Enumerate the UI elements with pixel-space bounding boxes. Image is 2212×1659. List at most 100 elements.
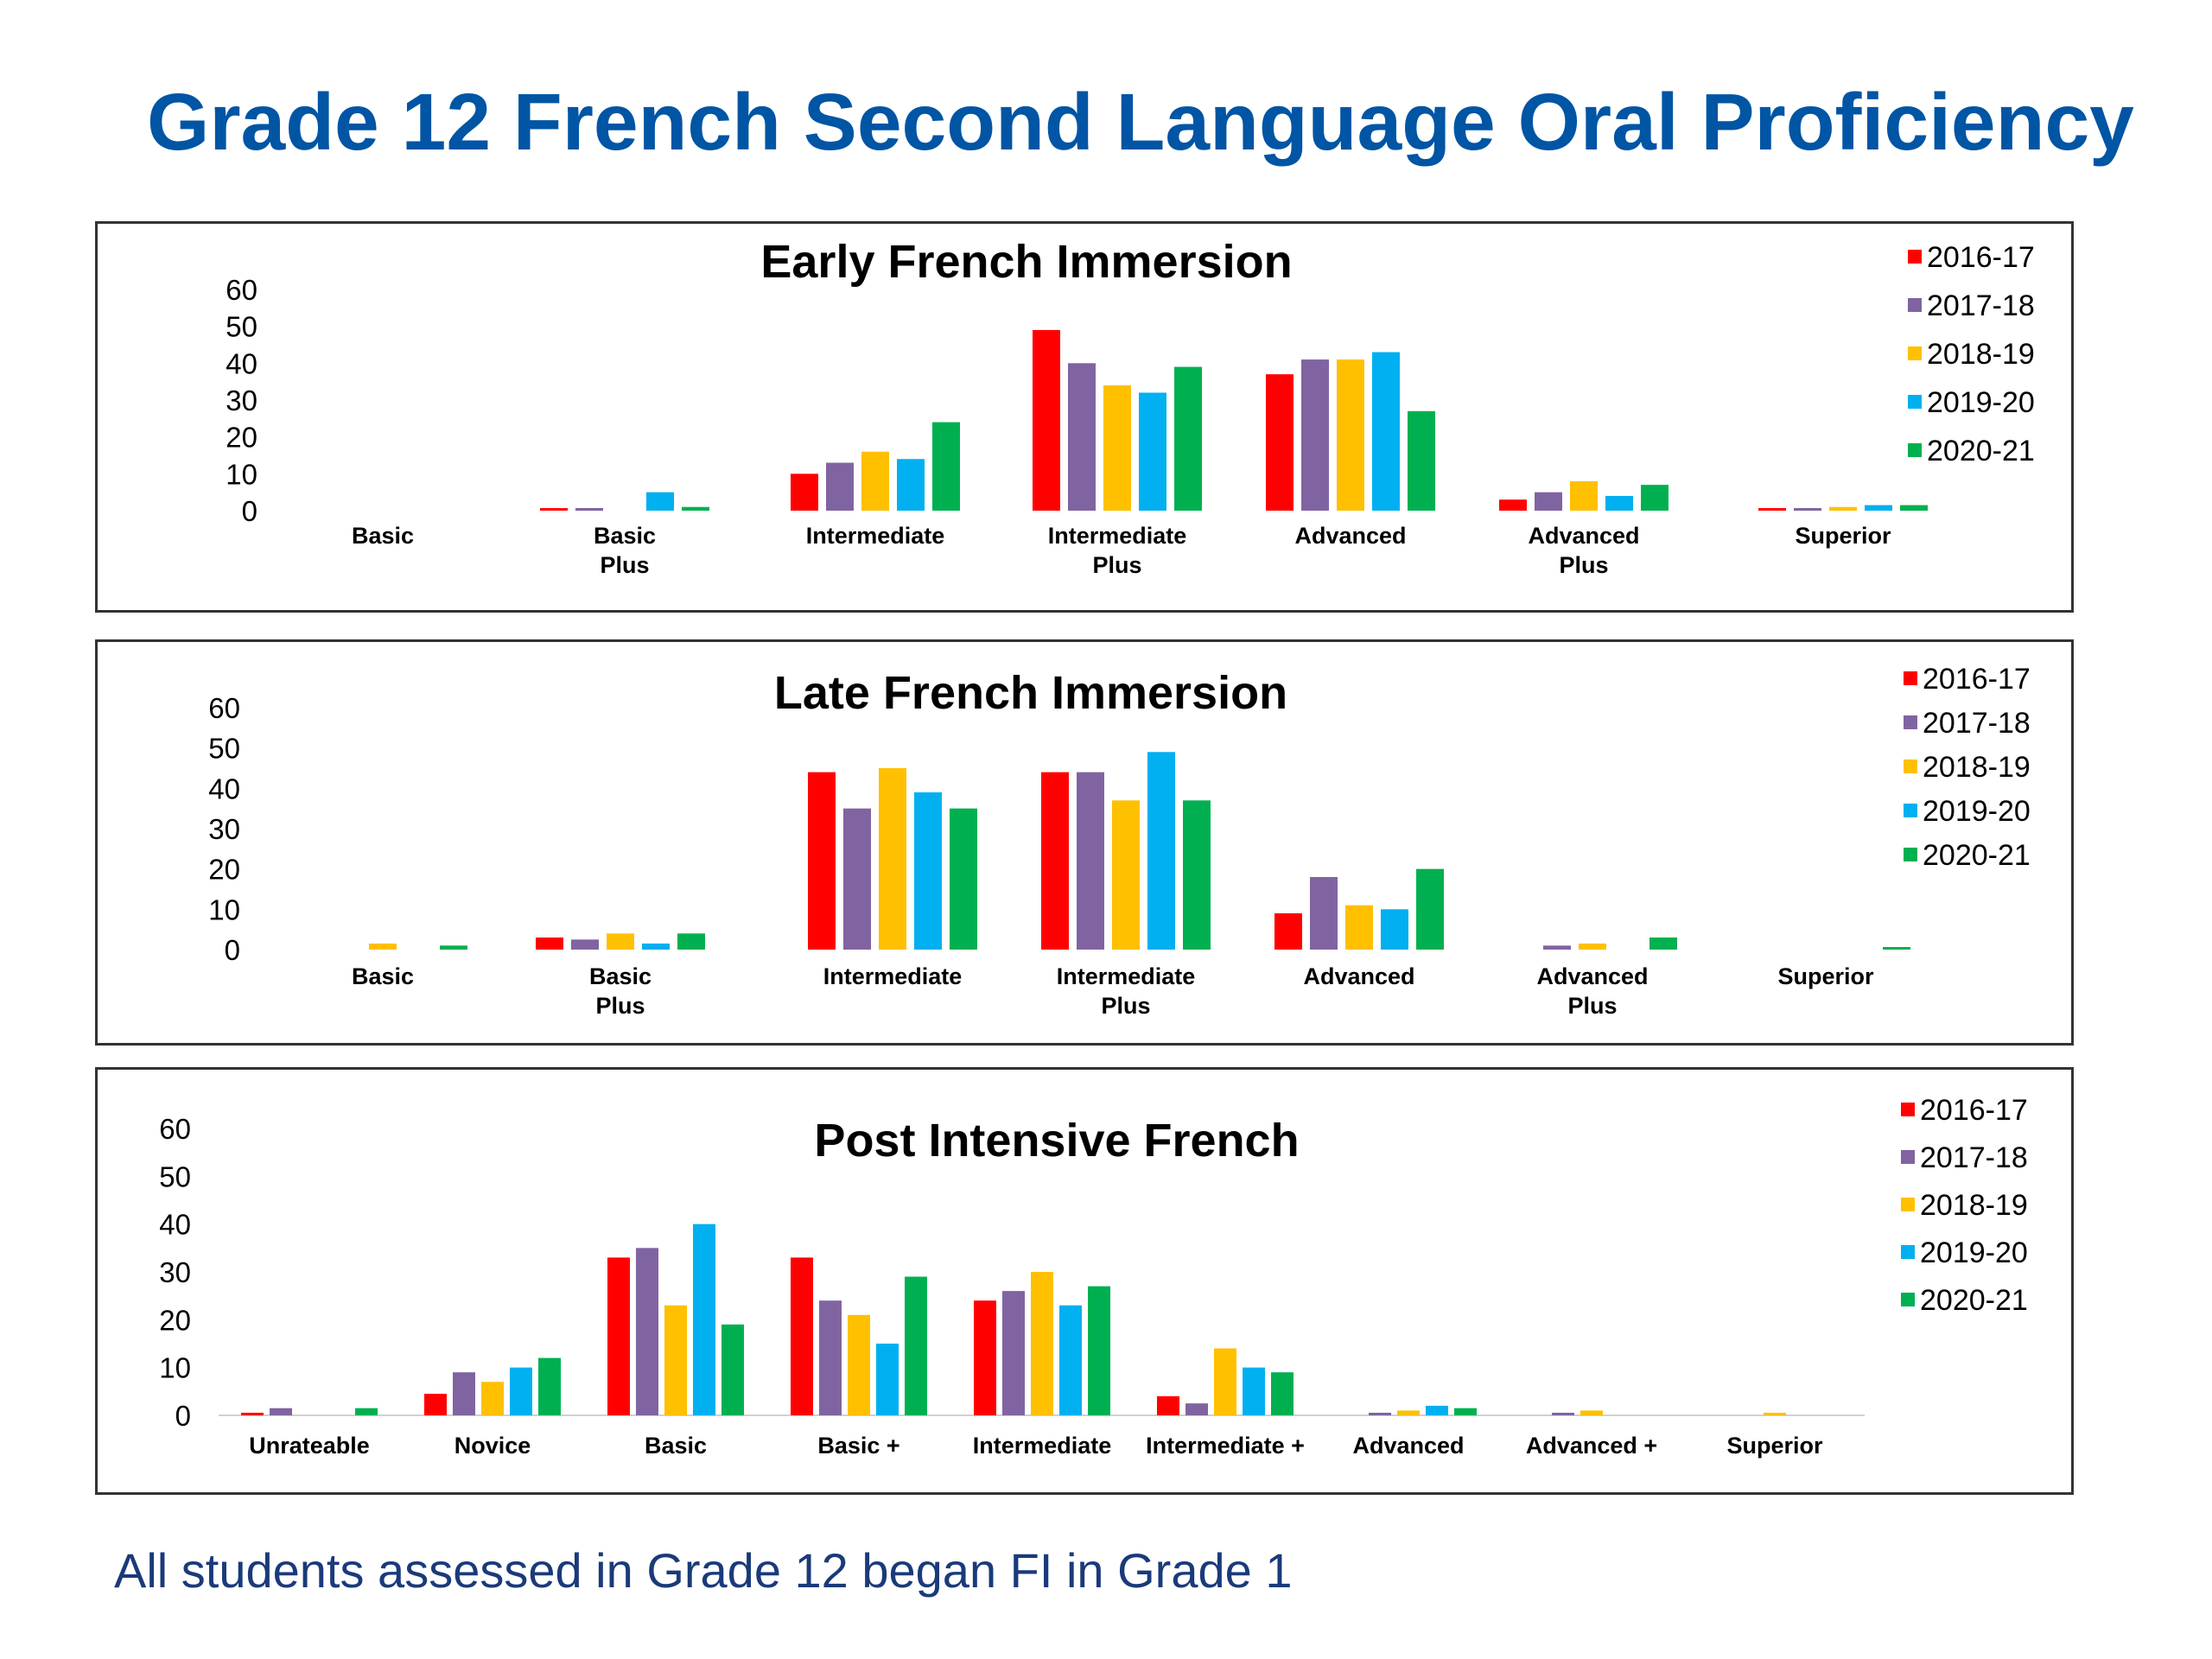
legend-swatch-2019-20 bbox=[1904, 804, 1917, 817]
bar-2018-19-intermediate-plus bbox=[1103, 385, 1131, 511]
x-category-label: Basic bbox=[589, 963, 652, 989]
legend-label-2017-18: 2017-18 bbox=[1920, 1141, 2028, 1174]
bar-2020-21-superior bbox=[1900, 505, 1928, 511]
x-category-label: Plus bbox=[1559, 552, 1608, 578]
bar-2017-18-basic bbox=[636, 1248, 658, 1415]
bar-2018-19-advanced bbox=[1580, 1410, 1603, 1415]
bar-2020-21-intermediate-plus bbox=[1174, 366, 1202, 511]
bar-2018-19-intermediate bbox=[1214, 1348, 1236, 1415]
y-tick-label: 60 bbox=[159, 1113, 191, 1145]
bar-2018-19-basic bbox=[664, 1305, 687, 1415]
legend-label-2017-18: 2017-18 bbox=[1927, 289, 2035, 322]
x-category-label: Plus bbox=[1567, 993, 1617, 1019]
legend-label-2020-21: 2020-21 bbox=[1923, 839, 2031, 872]
y-tick-label: 0 bbox=[225, 934, 240, 966]
bar-2019-20-advanced bbox=[1426, 1405, 1448, 1415]
bar-2016-17-unrateable bbox=[241, 1413, 264, 1415]
x-category-label: Superior bbox=[1795, 523, 1891, 549]
chart-title: Post Intensive French bbox=[814, 1115, 1299, 1166]
bar-2020-21-advanced bbox=[1416, 868, 1444, 950]
legend-label-2019-20: 2019-20 bbox=[1927, 386, 2035, 419]
bar-2020-21-basic-plus bbox=[677, 933, 705, 950]
legend-label-2019-20: 2019-20 bbox=[1923, 795, 2031, 828]
bar-2020-21-basic-plus bbox=[682, 506, 709, 511]
legend-label-2020-21: 2020-21 bbox=[1920, 1284, 2028, 1317]
chart-post-intensive-french: Post Intensive French 60 50 40 30 20 10 0 Unrate… bbox=[95, 1067, 2074, 1495]
bar-2016-17-advanced bbox=[1266, 374, 1294, 511]
x-category-label: Intermediate bbox=[973, 1433, 1112, 1459]
legend-label-2019-20: 2019-20 bbox=[1920, 1236, 2028, 1269]
x-category-label: Basic bbox=[352, 963, 414, 989]
bar-2019-20-basic bbox=[876, 1344, 899, 1415]
y-tick-label: 10 bbox=[208, 893, 240, 925]
bar-2017-18-advanced bbox=[1369, 1413, 1391, 1415]
x-category-label: Intermediate bbox=[1057, 963, 1196, 989]
x-category-label: Basic + bbox=[817, 1433, 899, 1459]
bar-2020-21-advanced-plus bbox=[1649, 938, 1677, 950]
legend-swatch-2017-18 bbox=[1908, 298, 1922, 312]
chart-title: Early French Immersion bbox=[760, 236, 1292, 288]
bar-2019-20-intermediate bbox=[914, 792, 942, 950]
chart-late-french-immersion: Late French Immersion 60 50 40 30 20 10 0 Basic B… bbox=[95, 639, 2074, 1046]
footnote: All students assessed in Grade 12 began … bbox=[114, 1543, 1293, 1598]
bar-2017-18-advanced bbox=[1552, 1413, 1574, 1415]
legend-label-2018-19: 2018-19 bbox=[1923, 751, 2031, 784]
y-tick-label: 20 bbox=[226, 422, 257, 454]
y-tick-label: 30 bbox=[208, 813, 240, 845]
legend-swatch-2020-21 bbox=[1901, 1293, 1915, 1306]
bar-2017-18-advanced-plus bbox=[1543, 945, 1571, 950]
bar-2018-19-novice bbox=[481, 1382, 504, 1415]
legend-swatch-2017-18 bbox=[1904, 715, 1917, 729]
bar-2016-17-basic bbox=[607, 1257, 630, 1415]
bar-2017-18-basic bbox=[819, 1300, 842, 1415]
legend-label-2016-17: 2016-17 bbox=[1927, 241, 2035, 274]
bar-2016-17-basic-plus bbox=[540, 508, 568, 511]
y-tick-label: 50 bbox=[208, 733, 240, 765]
bar-2020-21-intermediate bbox=[1271, 1372, 1294, 1415]
bar-2017-18-advanced-plus bbox=[1535, 492, 1562, 511]
bar-2017-18-unrateable bbox=[270, 1408, 292, 1415]
y-tick-label: 40 bbox=[208, 772, 240, 804]
bar-2019-20-advanced-plus bbox=[1605, 495, 1633, 511]
bar-2020-21-novice bbox=[538, 1357, 561, 1415]
bar-2018-19-advanced bbox=[1337, 359, 1364, 511]
bar-2018-19-intermediate bbox=[861, 451, 889, 511]
bar-2017-18-intermediate-plus bbox=[1077, 772, 1104, 950]
bar-2017-18-intermediate bbox=[1185, 1403, 1208, 1415]
x-category-label: Basic bbox=[594, 523, 656, 549]
bar-2018-19-advanced-plus bbox=[1570, 480, 1598, 511]
bar-2018-19-superior bbox=[1829, 506, 1857, 511]
x-category-label: Novice bbox=[454, 1433, 531, 1459]
bar-2017-18-intermediate bbox=[843, 808, 871, 950]
bar-2020-21-unrateable bbox=[355, 1408, 378, 1415]
bar-2017-18-basic-plus bbox=[575, 508, 603, 511]
bar-2019-20-basic bbox=[693, 1224, 715, 1415]
legend-swatch-2016-17 bbox=[1901, 1103, 1915, 1116]
x-category-label: Intermediate + bbox=[1146, 1433, 1305, 1459]
chart-early-french-immersion: Early French Immersion 60 50 40 30 20 10 0 Basic… bbox=[95, 221, 2074, 613]
bar-2019-20-intermediate bbox=[897, 459, 925, 511]
y-tick-label: 60 bbox=[208, 692, 240, 724]
y-tick-label: 10 bbox=[159, 1352, 191, 1384]
bar-2019-20-intermediate-plus bbox=[1139, 392, 1166, 511]
y-tick-label: 10 bbox=[226, 458, 257, 490]
bar-2018-19-intermediate-plus bbox=[1112, 800, 1140, 950]
x-category-label: Basic bbox=[645, 1433, 707, 1459]
bar-2020-21-basic bbox=[905, 1276, 927, 1415]
legend-label-2018-19: 2018-19 bbox=[1920, 1189, 2028, 1222]
x-category-label: Advanced bbox=[1352, 1433, 1464, 1459]
bar-2020-21-basic bbox=[440, 945, 467, 950]
bar-2018-19-advanced bbox=[1397, 1410, 1420, 1415]
bar-2019-20-intermediate bbox=[1243, 1367, 1265, 1415]
legend-swatch-2018-19 bbox=[1904, 760, 1917, 773]
x-category-label: Intermediate bbox=[1048, 523, 1187, 549]
bar-2017-18-advanced bbox=[1310, 877, 1338, 950]
chart-svg-post-intensive-french: Post Intensive French 60 50 40 30 20 10 0 Unrate… bbox=[159, 1094, 2028, 1459]
x-category-label: Plus bbox=[1101, 993, 1150, 1019]
bar-2018-19-basic bbox=[848, 1314, 870, 1415]
legend-swatch-2020-21 bbox=[1908, 443, 1922, 457]
legend-label-2020-21: 2020-21 bbox=[1927, 435, 2035, 467]
bar-2016-17-intermediate-plus bbox=[1041, 772, 1069, 950]
x-category-label: Advanced + bbox=[1526, 1433, 1657, 1459]
bar-2017-18-advanced bbox=[1301, 359, 1329, 511]
